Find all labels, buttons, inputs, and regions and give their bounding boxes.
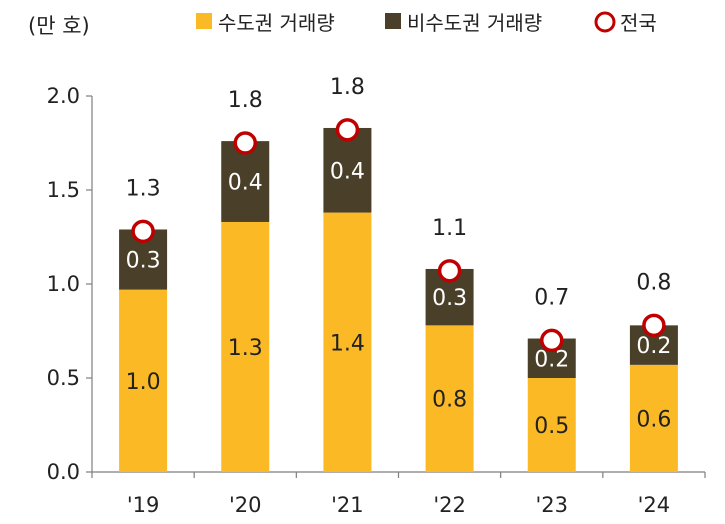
- x-tick-label: '24: [638, 493, 671, 517]
- legend-swatch-noncapital: [385, 13, 401, 29]
- bar-capital: [629, 364, 678, 472]
- data-label-capital: 0.8: [432, 388, 467, 413]
- x-axis: '19 '20 '21 '22 '23 '24: [91, 471, 706, 517]
- total-marker: [335, 118, 360, 142]
- y-tick-label: 1.0: [47, 272, 80, 296]
- bar-capital: [221, 221, 270, 472]
- data-label-capital: 0.5: [534, 414, 569, 439]
- data-label-noncapital: 0.2: [636, 334, 671, 359]
- data-label-capital: 0.6: [636, 407, 671, 432]
- bar-capital: [527, 378, 576, 472]
- legend-label-capital: 수도권 거래량: [218, 11, 335, 35]
- bar-noncapital: [323, 127, 372, 213]
- total-marker: [233, 131, 257, 155]
- legend-label-national: 전국: [620, 11, 657, 35]
- data-label-total: 1.3: [126, 176, 161, 201]
- y-tick-label: 0.0: [47, 460, 80, 484]
- total-marker: [131, 219, 155, 244]
- bar-capital: [323, 212, 372, 472]
- legend-item-national: 전국: [594, 11, 657, 35]
- x-tick-label: '23: [536, 493, 569, 517]
- data-label-capital: 1.4: [330, 331, 365, 356]
- legend-item-noncapital: 비수도권 거래량: [385, 11, 542, 35]
- data-label-noncapital: 0.4: [228, 171, 263, 196]
- total-markers: [131, 118, 666, 353]
- data-label-total: 1.1: [432, 216, 467, 241]
- y-tick-label: 1.5: [47, 178, 80, 202]
- total-marker: [642, 313, 666, 338]
- bar-capital: [119, 289, 168, 472]
- data-label-noncapital: 0.3: [126, 249, 161, 274]
- unit-label: (만 호): [28, 14, 90, 38]
- legend: 수도권 거래량 비수도권 거래량 전국: [196, 11, 657, 35]
- total-marker: [540, 328, 564, 353]
- data-label-total: 0.7: [534, 285, 569, 310]
- x-tick-label: '19: [127, 493, 160, 517]
- x-tick-label: '22: [433, 493, 466, 517]
- legend-swatch-capital: [196, 13, 212, 29]
- data-label-noncapital: 0.3: [432, 286, 467, 311]
- legend-label-noncapital: 비수도권 거래량: [407, 11, 542, 35]
- legend-item-capital: 수도권 거래량: [196, 11, 335, 35]
- total-marker: [437, 259, 462, 283]
- y-tick-label: 2.0: [47, 84, 80, 108]
- legend-marker-national: [594, 11, 616, 33]
- data-label-capital: 1.3: [228, 336, 263, 361]
- data-label-capital: 1.0: [126, 370, 161, 395]
- bar-capital: [425, 325, 474, 472]
- y-tick-label: 0.5: [47, 366, 80, 390]
- x-tick-label: '21: [331, 493, 364, 517]
- x-tick-label: '20: [229, 493, 262, 517]
- y-axis: 0.0 0.5 1.0 1.5 2.0: [47, 84, 93, 484]
- data-label-total: 0.8: [636, 270, 671, 295]
- data-label-total: 1.8: [330, 75, 365, 100]
- data-label-noncapital: 0.2: [534, 347, 569, 372]
- bars: [119, 127, 678, 472]
- data-labels: 1.0 0.3 1.3 1.3 0.4 1.8 1.4 0.4 1.8 0.8 0.3 1.1 0.5 0…: [126, 75, 672, 439]
- data-label-total: 1.8: [228, 88, 263, 113]
- data-label-noncapital: 0.4: [330, 159, 365, 184]
